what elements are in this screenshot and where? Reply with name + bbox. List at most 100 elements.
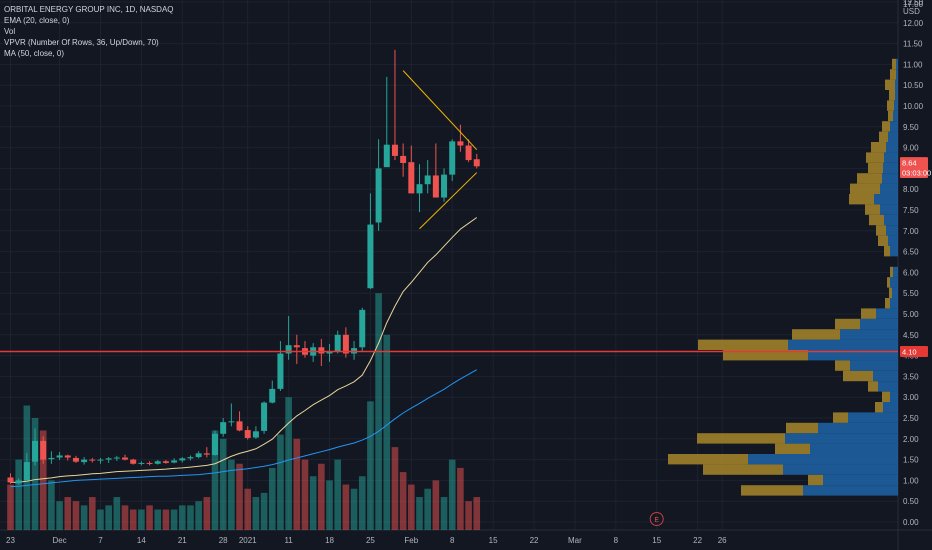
candle-body (203, 453, 210, 455)
candle-body (56, 455, 63, 458)
candle-body (138, 462, 145, 464)
candle-body (367, 224, 374, 289)
y-tick-label: 3.50 (903, 372, 919, 381)
x-tick-label: 7 (98, 536, 103, 545)
y-tick-label: 6.00 (903, 268, 919, 277)
volume-bar (432, 480, 440, 530)
y-tick-label: 7.00 (903, 227, 919, 236)
vp-bar-down (890, 266, 893, 278)
volume-bar (129, 509, 137, 530)
price-label: 8.64 (902, 159, 917, 168)
vp-bar-up (840, 329, 898, 340)
candle-body (7, 477, 14, 483)
y-tick-label: 0.50 (903, 497, 919, 506)
vp-bar-down (835, 360, 850, 371)
ema-line (10, 217, 478, 483)
vp-bar-down (882, 121, 890, 132)
volume-bar (244, 488, 252, 530)
x-tick-label: 26 (718, 536, 727, 545)
legend-vpvr: VPVR (Number Of Rows, 36, Up/Down, 70) (4, 38, 159, 47)
volume-bar (309, 476, 317, 530)
candle-body (416, 184, 423, 194)
candle-body (154, 461, 161, 464)
vp-bar-up (886, 142, 898, 153)
vp-bar-down (869, 214, 884, 226)
volume-bar (7, 484, 14, 530)
vp-bar-down (833, 412, 848, 423)
vp-bar-down (835, 318, 860, 330)
candle-body (122, 457, 129, 460)
candle-body (89, 459, 96, 461)
volume-bar (252, 497, 260, 530)
vp-bar-down (843, 370, 873, 382)
vp-bar-up (896, 69, 898, 80)
vp-bar-up (810, 443, 898, 454)
vp-bar-down (857, 173, 882, 184)
vp-bar-up (748, 454, 898, 465)
candle-body (244, 430, 251, 438)
vp-bar-down (871, 142, 886, 153)
volume-bar (48, 480, 55, 530)
y-tick-label: 3.00 (903, 393, 919, 402)
vp-bar-down (698, 339, 788, 350)
vp-bar-up (876, 308, 898, 319)
volume-bar (277, 434, 284, 530)
vp-bar-down (885, 79, 895, 90)
volume-bar (121, 505, 129, 530)
vp-bar-up (890, 298, 898, 309)
volume-bar (154, 509, 162, 530)
candle-body (220, 422, 227, 434)
vp-bar-down (890, 69, 896, 80)
vp-bar-up (890, 121, 898, 132)
x-tick-label: Dec (52, 536, 66, 545)
chart-legend: ORBITAL ENERGY GROUP INC, 1D, NASDAQ EMA… (4, 4, 174, 59)
candle-body (375, 168, 382, 223)
volume-bar (113, 497, 121, 530)
price-label: 03:03:00 (902, 169, 931, 178)
trend-line[interactable] (402, 70, 478, 151)
trend-line[interactable] (419, 172, 478, 230)
candle-body (162, 461, 169, 463)
x-tick-label: 25 (366, 536, 375, 545)
vp-bar-up (874, 194, 898, 205)
vp-bar-down (861, 308, 876, 319)
vp-bar-up (884, 214, 898, 226)
x-tick-label: 21 (178, 536, 187, 545)
volume-bar (416, 497, 423, 530)
candle-body (195, 453, 202, 458)
vp-bar-up (886, 225, 898, 236)
y-tick-label: 2.50 (903, 414, 919, 423)
y-tick-label: 10.50 (903, 81, 924, 90)
candle-body (359, 309, 366, 348)
vp-bar-down (892, 58, 896, 70)
vp-bar-up (803, 485, 898, 496)
vp-bar-up (894, 100, 898, 111)
candle-body (277, 353, 284, 389)
vp-bar-up (848, 412, 898, 423)
vp-bar-up (893, 110, 898, 122)
candle-body (130, 459, 137, 464)
vp-bar-up (880, 204, 898, 215)
x-tick-label: 14 (137, 536, 146, 545)
earnings-marker[interactable] (649, 512, 664, 526)
vp-bar-up (785, 433, 898, 444)
candle-body (342, 334, 349, 354)
y-tick-label: 6.50 (903, 248, 919, 257)
candle-body (408, 162, 415, 194)
vp-bar-down (879, 131, 888, 142)
volume-bar (334, 459, 341, 530)
volume-bar (170, 509, 178, 530)
vp-bar-down (697, 433, 785, 444)
vp-bar-up (884, 152, 898, 163)
vp-bar-up (895, 90, 898, 101)
candle-body (32, 440, 39, 462)
y-tick-label: 0.00 (903, 518, 919, 527)
candle-body (449, 141, 456, 175)
vp-bar-down (850, 183, 880, 194)
candle-body (318, 347, 325, 354)
volume-bar (457, 467, 464, 530)
vp-bar-up (788, 339, 898, 350)
price-label-bg (900, 157, 928, 169)
vp-bar-down (888, 110, 893, 122)
